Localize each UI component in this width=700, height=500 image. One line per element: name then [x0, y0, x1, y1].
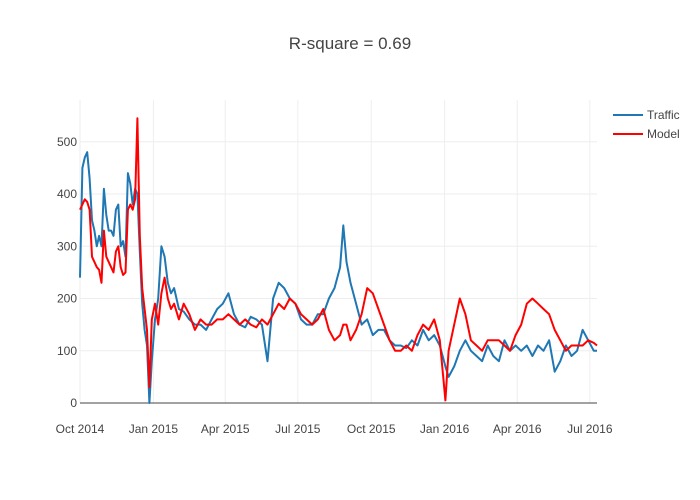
x-tick-label: Oct 2014: [56, 422, 105, 436]
legend-label-model: Model: [647, 127, 680, 141]
legend-item-model[interactable]: Model: [613, 127, 680, 141]
x-tick-label: Apr 2016: [493, 422, 542, 436]
x-tick-label: Jan 2015: [129, 422, 179, 436]
series-line-model[interactable]: [79, 117, 598, 402]
y-tick-label: 400: [57, 187, 77, 201]
y-tick-label: 200: [57, 292, 77, 306]
y-axis: 0 100 200 300 400 500: [57, 135, 77, 410]
x-tick-label: Apr 2015: [201, 422, 250, 436]
chart-title: R-square = 0.69: [289, 34, 411, 53]
x-tick-label: Jul 2015: [275, 422, 321, 436]
plot-area: [79, 117, 598, 404]
y-tick-label: 300: [57, 239, 77, 253]
x-tick-label: Oct 2015: [347, 422, 396, 436]
x-tick-label: Jan 2016: [420, 422, 470, 436]
y-tick-label: 100: [57, 344, 77, 358]
y-tick-label: 500: [57, 135, 77, 149]
grid: [79, 100, 597, 404]
x-axis: Oct 2014 Jan 2015 Apr 2015 Jul 2015 Oct 2015…: [56, 422, 613, 436]
legend-label-traffic: Traffic: [647, 108, 680, 122]
y-tick-label: 0: [70, 396, 77, 410]
series-line-traffic[interactable]: [79, 151, 597, 404]
x-tick-label: Jul 2016: [567, 422, 613, 436]
legend-item-traffic[interactable]: Traffic: [613, 108, 680, 122]
legend[interactable]: Traffic Model: [613, 108, 680, 141]
